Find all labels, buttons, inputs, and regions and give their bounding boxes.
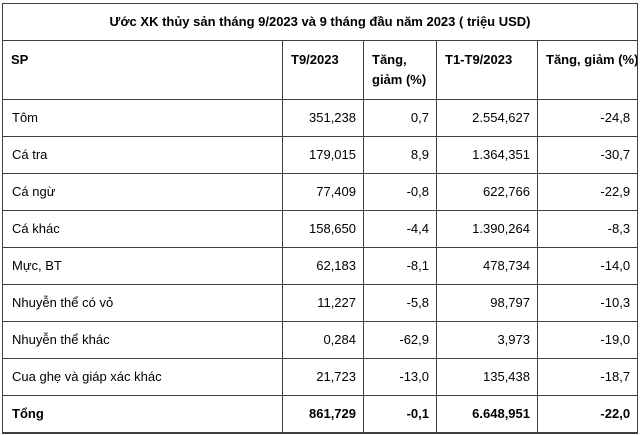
cell-ytd-change: -19,0 xyxy=(536,321,639,359)
cell-t9-change: -8,1 xyxy=(363,247,437,285)
cell-product: Cá khác xyxy=(2,210,283,248)
cell-t9-value: 77,409 xyxy=(282,173,364,211)
table-title: Ước XK thủy sản tháng 9/2023 và 9 tháng … xyxy=(1,3,639,41)
cell-t9-change: 8,9 xyxy=(363,136,437,174)
cell-t9-value: 21,723 xyxy=(282,358,364,396)
cell-total-ytd-change: -22,0 xyxy=(536,395,639,434)
cell-product: Cá tra xyxy=(2,136,283,174)
table-row: Cá ngừ 77,409 -0,8 622,766 -22,9 xyxy=(2,173,639,211)
cell-ytd-change: -18,7 xyxy=(536,358,639,396)
cell-product: Nhuyễn thể khác xyxy=(2,321,283,359)
cell-ytd-change: -24,8 xyxy=(536,99,639,137)
cell-ytd-value: 1.390,264 xyxy=(436,210,538,248)
cell-t9-value: 179,015 xyxy=(282,136,364,174)
cell-product: Mực, BT xyxy=(2,247,283,285)
column-header-t1-t9-2023: T1-T9/2023 xyxy=(436,40,538,100)
table-row: Tôm 351,238 0,7 2.554,627 -24,8 xyxy=(2,99,639,137)
table-row: Nhuyễn thể khác 0,284 -62,9 3,973 -19,0 xyxy=(2,321,639,359)
cell-t9-change: -13,0 xyxy=(363,358,437,396)
column-header-t1-t9-change: Tăng, giảm (%) xyxy=(536,40,639,100)
cell-ytd-change: -30,7 xyxy=(536,136,639,174)
cell-ytd-value: 478,734 xyxy=(436,247,538,285)
table-row: Mực, BT 62,183 -8,1 478,734 -14,0 xyxy=(2,247,639,285)
table-row: Cá khác 158,650 -4,4 1.390,264 -8,3 xyxy=(2,210,639,248)
cell-total-label: Tổng xyxy=(2,395,283,434)
cell-ytd-value: 135,438 xyxy=(436,358,538,396)
cell-product: Cua ghẹ và giáp xác khác xyxy=(2,358,283,396)
cell-t9-value: 11,227 xyxy=(282,284,364,322)
cell-product: Cá ngừ xyxy=(2,173,283,211)
cell-ytd-change: -8,3 xyxy=(536,210,639,248)
cell-ytd-value: 2.554,627 xyxy=(436,99,538,137)
cell-ytd-value: 622,766 xyxy=(436,173,538,211)
cell-t9-value: 0,284 xyxy=(282,321,364,359)
cell-product: Nhuyễn thể có vỏ xyxy=(2,284,283,322)
column-header-t9-2023: T9/2023 xyxy=(282,40,364,100)
cell-total-t9-value: 861,729 xyxy=(282,395,364,434)
cell-t9-value: 158,650 xyxy=(282,210,364,248)
seafood-export-table: Ước XK thủy sản tháng 9/2023 và 9 tháng … xyxy=(1,3,639,434)
cell-t9-change: 0,7 xyxy=(363,99,437,137)
cell-total-ytd-value: 6.648,951 xyxy=(436,395,538,434)
cell-ytd-change: -10,3 xyxy=(536,284,639,322)
cell-ytd-change: -22,9 xyxy=(536,173,639,211)
cell-total-t9-change: -0,1 xyxy=(363,395,437,434)
cell-t9-change: -0,8 xyxy=(363,173,437,211)
cell-t9-change: -62,9 xyxy=(363,321,437,359)
cell-ytd-value: 98,797 xyxy=(436,284,538,322)
cell-t9-value: 62,183 xyxy=(282,247,364,285)
table-row: Cua ghẹ và giáp xác khác 21,723 -13,0 13… xyxy=(2,358,639,396)
cell-product: Tôm xyxy=(2,99,283,137)
cell-ytd-change: -14,0 xyxy=(536,247,639,285)
cell-t9-change: -4,4 xyxy=(363,210,437,248)
table-total-row: Tổng 861,729 -0,1 6.648,951 -22,0 xyxy=(2,395,639,434)
cell-ytd-value: 1.364,351 xyxy=(436,136,538,174)
column-header-sp: SP xyxy=(2,40,283,100)
table-row: Cá tra 179,015 8,9 1.364,351 -30,7 xyxy=(2,136,639,174)
cell-t9-change: -5,8 xyxy=(363,284,437,322)
cell-ytd-value: 3,973 xyxy=(436,321,538,359)
table-header-row: SP T9/2023 Tăng, giảm (%) T1-T9/2023 Tăn… xyxy=(2,40,639,100)
table-row: Nhuyễn thể có vỏ 11,227 -5,8 98,797 -10,… xyxy=(2,284,639,322)
cell-t9-value: 351,238 xyxy=(282,99,364,137)
column-header-t9-change: Tăng, giảm (%) xyxy=(363,40,437,100)
table-title-row: Ước XK thủy sản tháng 9/2023 và 9 tháng … xyxy=(1,3,639,41)
